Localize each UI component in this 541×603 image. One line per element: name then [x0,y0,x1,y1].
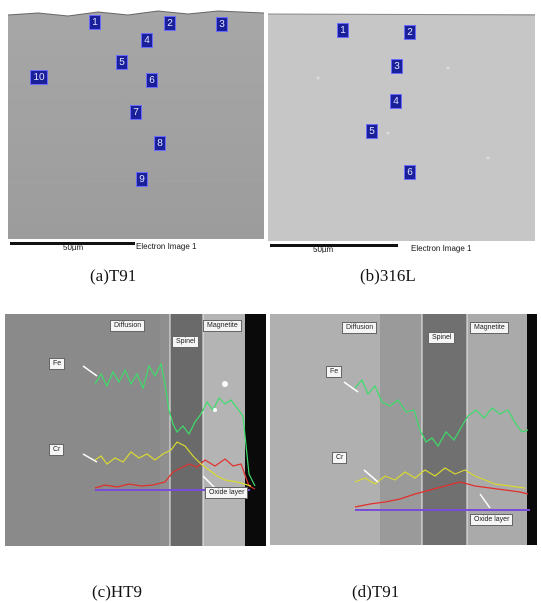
marker-4: 4 [141,33,153,48]
cr-label: Cr [332,452,348,464]
marker-6: 6 [146,73,158,88]
oxide-layer-label: Oxide layer [205,487,249,499]
marker-10: 10 [30,70,48,85]
diffusion-label: Diffusion [342,322,378,334]
diffusion-label: Diffusion [110,320,146,332]
marker-7: 7 [130,105,142,120]
panel-a-micrograph [8,8,264,251]
magnetite-label: Magnetite [203,320,242,332]
panel-d-eds-linescan: Diffusion Spinel Magnetite Fe Cr Oxide l… [270,314,537,545]
spinel-label: Spinel [172,336,200,348]
marker-6: 6 [404,165,416,180]
marker-5: 5 [366,124,378,139]
panel-c-micrograph [5,314,266,546]
marker-9: 9 [136,172,148,187]
scalebar-label: 50µm [63,243,84,251]
marker-1: 1 [89,15,101,30]
caption-d: (d)T91 [352,582,400,601]
marker-1: 1 [337,23,349,38]
scalebar-label: 50µm [313,245,334,253]
caption-a: (a)T91 [90,266,137,285]
fe-label: Fe [326,366,343,378]
fe-label: Fe [49,358,66,370]
spinel-label: Spinel [428,332,456,344]
marker-2: 2 [164,16,176,31]
caption-c: (c)HT9 [92,582,143,601]
marker-3: 3 [216,17,228,32]
panel-a-sem-image: 1 2 3 4 5 6 7 8 9 10 50µm Electron Image… [8,8,264,251]
panel-b-sem-image: 1 2 3 4 5 6 50µm Electron Image 1 [268,8,535,253]
image-label: Electron Image 1 [411,244,472,253]
cr-label: Cr [49,444,65,456]
marker-8: 8 [154,136,166,151]
caption-b: (b)316L [360,266,416,285]
marker-5: 5 [116,55,128,70]
marker-3: 3 [391,59,403,74]
marker-4: 4 [390,94,402,109]
panel-b-micrograph [268,8,535,253]
marker-2: 2 [404,25,416,40]
magnetite-label: Magnetite [470,322,509,334]
oxide-layer-label: Oxide layer [470,514,514,526]
panel-c-eds-linescan: Diffusion Spinel Magnetite Fe Cr Oxide l… [5,314,266,546]
panel-d-micrograph [270,314,537,545]
image-label: Electron Image 1 [136,242,197,251]
